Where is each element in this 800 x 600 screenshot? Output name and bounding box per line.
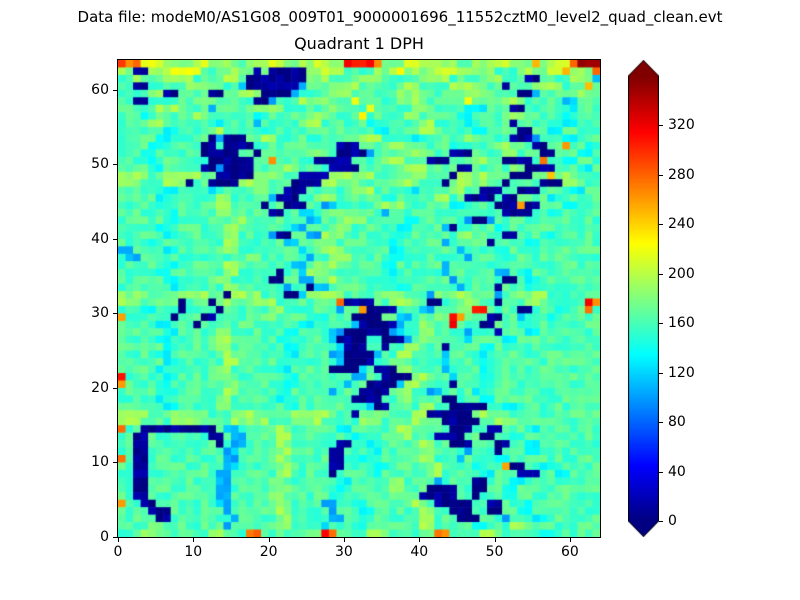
x-tick-mark <box>569 538 571 542</box>
colorbar-tick-label: 120 <box>668 364 695 381</box>
chart-title: Quadrant 1 DPH <box>294 34 424 53</box>
heatmap-canvas <box>118 60 600 537</box>
colorbar-tick-mark <box>659 273 663 275</box>
colorbar-tick-label: 40 <box>668 463 686 480</box>
colorbar-tick-label: 240 <box>668 216 695 233</box>
colorbar-tick-label: 200 <box>668 265 695 282</box>
y-tick-mark <box>113 313 117 315</box>
x-tick-mark <box>118 538 119 542</box>
y-tick-mark <box>113 462 117 464</box>
colorbar-canvas <box>628 60 659 537</box>
colorbar-tick-mark <box>659 372 663 374</box>
x-tick-mark <box>494 538 496 542</box>
y-tick-label: 40 <box>91 230 109 247</box>
y-tick-label: 30 <box>91 305 109 322</box>
colorbar-tick-mark <box>659 521 663 522</box>
y-tick-mark <box>113 387 117 389</box>
x-tick-label: 50 <box>485 544 504 560</box>
x-tick-label: 10 <box>184 544 203 560</box>
x-tick-label: 40 <box>410 544 429 560</box>
y-tick-label: 20 <box>91 379 109 396</box>
colorbar-tick-mark <box>659 125 663 127</box>
colorbar-tick-label: 280 <box>668 166 695 183</box>
y-tick-mark <box>113 89 117 91</box>
x-tick-label: 0 <box>113 544 123 560</box>
x-tick-mark <box>193 538 195 542</box>
y-tick-label: 60 <box>91 81 109 98</box>
y-tick-mark <box>113 537 117 538</box>
x-tick-label: 60 <box>560 544 579 560</box>
colorbar-tick-mark <box>659 224 663 226</box>
y-tick-mark <box>113 164 117 166</box>
x-tick-mark <box>419 538 421 542</box>
x-tick-label: 20 <box>259 544 278 560</box>
x-tick-label: 30 <box>335 544 353 560</box>
x-tick-mark <box>343 538 345 542</box>
data-file-label: Data file: modeM0/AS1G08_009T01_90000016… <box>77 8 723 26</box>
colorbar-tick-mark <box>659 471 663 473</box>
colorbar-tick-mark <box>659 174 663 176</box>
colorbar-tick-label: 160 <box>668 315 695 332</box>
y-tick-mark <box>113 238 117 240</box>
y-tick-label: 50 <box>91 156 109 173</box>
colorbar-tick-mark <box>659 422 663 424</box>
y-tick-label: 0 <box>100 529 109 545</box>
colorbar-tick-label: 0 <box>668 513 677 529</box>
colorbar-tick-mark <box>659 323 663 325</box>
x-tick-mark <box>268 538 270 542</box>
colorbar-tick-label: 320 <box>668 117 695 134</box>
y-tick-label: 10 <box>91 454 109 471</box>
colorbar-tick-label: 80 <box>668 414 686 431</box>
